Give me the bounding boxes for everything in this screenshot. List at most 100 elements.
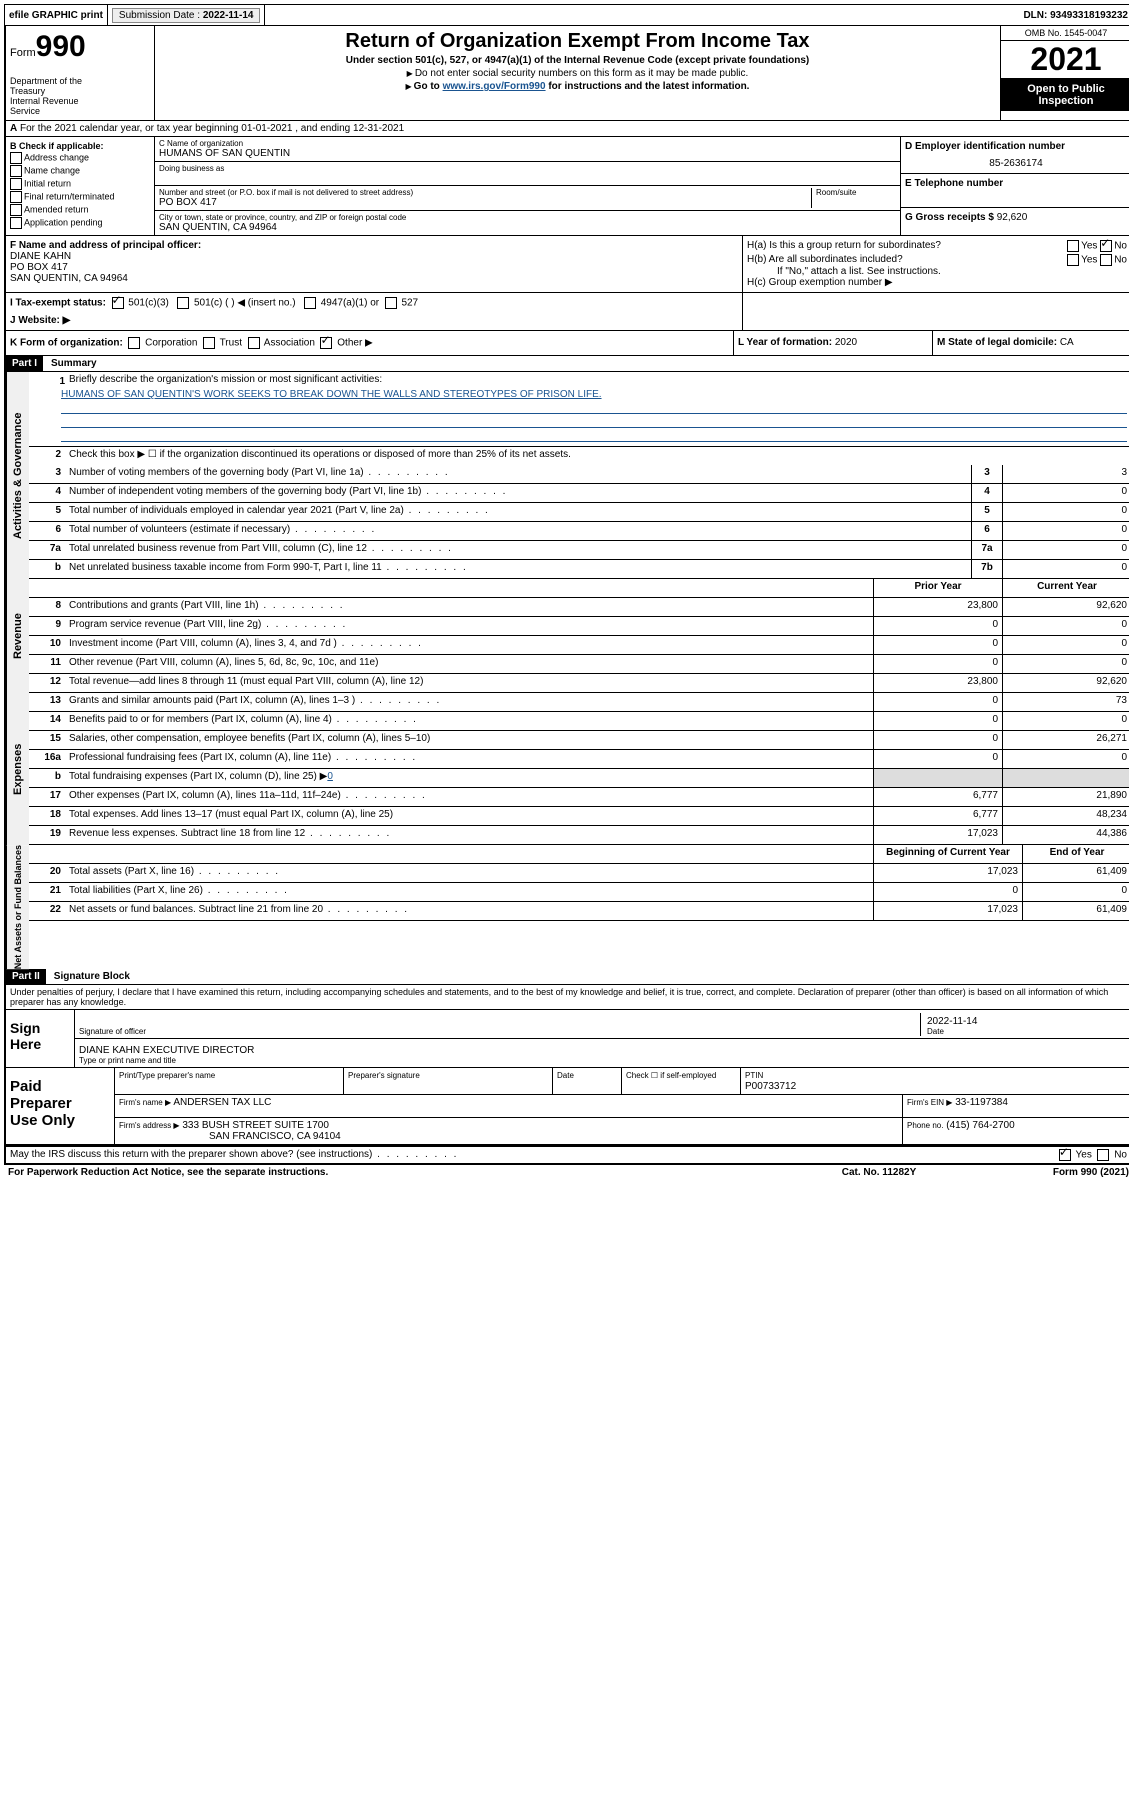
submission-date-button[interactable]: Submission Date : 2022-11-14 (112, 8, 261, 23)
cb-4947[interactable] (304, 297, 316, 309)
line-9-prior: 0 (873, 617, 1002, 635)
row-i: I Tax-exempt status: 501(c)(3) 501(c) ( … (10, 297, 738, 309)
form-note-2: Go to www.irs.gov/Form990 for instructio… (159, 81, 996, 92)
firm-addr2: SAN FRANCISCO, CA 94104 (209, 1131, 341, 1142)
line-15-prior: 0 (873, 731, 1002, 749)
line-16a-desc: Professional fundraising fees (Part IX, … (65, 750, 873, 768)
city-label: City or town, state or province, country… (159, 213, 896, 222)
paid-preparer-label: PaidPreparerUse Only (6, 1068, 115, 1144)
cb-trust[interactable] (203, 337, 215, 349)
sidebar-expenses: Expenses (6, 693, 29, 845)
line-12-prior: 23,800 (873, 674, 1002, 692)
prep-sig-label: Preparer's signature (348, 1071, 420, 1080)
discuss-text: May the IRS discuss this return with the… (10, 1149, 1059, 1161)
gross-receipts-value: 92,620 (997, 212, 1028, 223)
cb-ha-yes[interactable] (1067, 240, 1079, 252)
sidebar-net-assets: Net Assets or Fund Balances (6, 845, 29, 969)
top-bar: efile GRAPHIC print Submission Date : 20… (4, 4, 1129, 26)
dba-label: Doing business as (159, 164, 896, 173)
sidebar-revenue: Revenue (6, 579, 29, 693)
line-17-prior: 6,777 (873, 788, 1002, 806)
line-15-curr: 26,271 (1002, 731, 1129, 749)
paperwork-notice: For Paperwork Reduction Act Notice, see … (8, 1167, 779, 1178)
line-13-desc: Grants and similar amounts paid (Part IX… (65, 693, 873, 711)
line-7a-desc: Total unrelated business revenue from Pa… (65, 541, 971, 559)
cb-other[interactable] (320, 337, 332, 349)
declaration-text: Under penalties of perjury, I declare th… (6, 985, 1129, 1009)
line-3-val: 3 (1002, 465, 1129, 483)
line-11-prior: 0 (873, 655, 1002, 673)
line-3-desc: Number of voting members of the governin… (65, 465, 971, 483)
omb-number: OMB No. 1545-0047 (1001, 26, 1129, 41)
line-14-desc: Benefits paid to or for members (Part IX… (65, 712, 873, 730)
cb-corp[interactable] (128, 337, 140, 349)
cb-initial-return[interactable]: Initial return (10, 178, 150, 190)
box-f: F Name and address of principal officer:… (6, 236, 743, 292)
line-14-prior: 0 (873, 712, 1002, 730)
line-19-curr: 44,386 (1002, 826, 1129, 844)
line-21-curr: 0 (1022, 883, 1129, 901)
line-10-prior: 0 (873, 636, 1002, 654)
cb-name-change[interactable]: Name change (10, 165, 150, 177)
box-h: H(a) Is this a group return for subordin… (743, 236, 1129, 292)
cb-application-pending[interactable]: Application pending (10, 217, 150, 229)
form-title: Return of Organization Exempt From Incom… (159, 30, 996, 53)
form-word: Form (10, 47, 36, 59)
cb-ha-no[interactable] (1100, 240, 1112, 252)
line-13-curr: 73 (1002, 693, 1129, 711)
line-7b-val: 0 (1002, 560, 1129, 578)
line-8-curr: 92,620 (1002, 598, 1129, 616)
sig-date-label: Date (927, 1027, 1127, 1036)
line-15-desc: Salaries, other compensation, employee b… (65, 731, 873, 749)
cb-discuss-no[interactable] (1097, 1149, 1109, 1161)
cb-discuss-yes[interactable] (1059, 1149, 1071, 1161)
line-18-prior: 6,777 (873, 807, 1002, 825)
line-1-label: Briefly describe the organization's miss… (69, 374, 382, 389)
line-7a-val: 0 (1002, 541, 1129, 559)
part-2-header: Part II Signature Block (6, 969, 1129, 985)
line-16a-curr: 0 (1002, 750, 1129, 768)
line-16b-desc: Total fundraising expenses (Part IX, col… (65, 769, 873, 787)
line-13-prior: 0 (873, 693, 1002, 711)
line-20-desc: Total assets (Part X, line 16) (65, 864, 873, 882)
cat-no: Cat. No. 11282Y (779, 1167, 979, 1178)
cb-501c[interactable] (177, 297, 189, 309)
cb-assoc[interactable] (248, 337, 260, 349)
col-beginning: Beginning of Current Year (873, 845, 1022, 863)
box-b-checkboxes: B Check if applicable: Address change Na… (6, 137, 155, 235)
room-label: Room/suite (816, 188, 896, 197)
firm-addr1: 333 BUSH STREET SUITE 1700 (182, 1120, 329, 1131)
cb-final-return[interactable]: Final return/terminated (10, 191, 150, 203)
line-21-prior: 0 (873, 883, 1022, 901)
line-19-prior: 17,023 (873, 826, 1002, 844)
cb-501c3[interactable] (112, 297, 124, 309)
line-11-desc: Other revenue (Part VIII, column (A), li… (65, 655, 873, 673)
firm-phone-label: Phone no. (907, 1121, 943, 1130)
phone-label: E Telephone number (905, 178, 1003, 189)
form-header: Form990 Department of theTreasuryInterna… (6, 26, 1129, 121)
cb-527[interactable] (385, 297, 397, 309)
form990-link[interactable]: www.irs.gov/Form990 (443, 81, 546, 92)
form-subtitle: Under section 501(c), 527, or 4947(a)(1)… (159, 55, 996, 66)
col-current-year: Current Year (1002, 579, 1129, 597)
prep-name-label: Print/Type preparer's name (119, 1071, 215, 1080)
line-8-prior: 23,800 (873, 598, 1002, 616)
line-20-prior: 17,023 (873, 864, 1022, 882)
gross-receipts-label: G Gross receipts $ (905, 212, 994, 223)
col-end: End of Year (1022, 845, 1129, 863)
form-number: 990 (36, 30, 86, 63)
line-5-desc: Total number of individuals employed in … (65, 503, 971, 521)
row-k: K Form of organization: Corporation Trus… (6, 331, 733, 355)
cb-amended-return[interactable]: Amended return (10, 204, 150, 216)
cb-address-change[interactable]: Address change (10, 152, 150, 164)
cb-hb-yes[interactable] (1067, 254, 1079, 266)
dln-cell: DLN: 93493318193232 (1019, 5, 1129, 25)
line-5-val: 0 (1002, 503, 1129, 521)
cb-hb-no[interactable] (1100, 254, 1112, 266)
prep-date-label: Date (557, 1071, 574, 1080)
line-9-curr: 0 (1002, 617, 1129, 635)
line-21-desc: Total liabilities (Part X, line 26) (65, 883, 873, 901)
box-de: D Employer identification number 85-2636… (901, 137, 1129, 235)
line-7b-desc: Net unrelated business taxable income fr… (65, 560, 971, 578)
row-a-tax-year: A For the 2021 calendar year, or tax yea… (6, 121, 1129, 137)
